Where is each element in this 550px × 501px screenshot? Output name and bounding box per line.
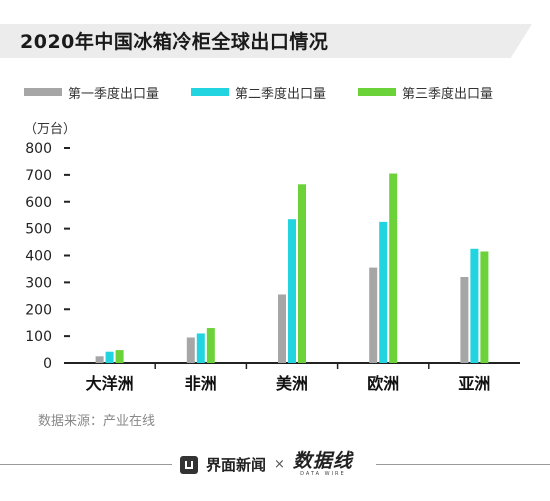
- bar-2-0: [105, 351, 114, 363]
- bar-1-4: [460, 277, 469, 363]
- y-tick-label: 0: [43, 356, 52, 372]
- chart-title: 2020年中国冰箱冷柜全球出口情况: [20, 31, 329, 53]
- y-tick-label: 400: [25, 249, 52, 265]
- x-tick-label: 亚洲: [458, 374, 490, 393]
- data-wire-logo-subtext: DATA WIRE: [300, 471, 346, 477]
- bar-2-2: [288, 219, 296, 363]
- bar-2-4: [470, 248, 479, 363]
- legend-label-q2: 第二季度出口量: [235, 86, 327, 102]
- data-wire-logo-text: 数据线: [292, 450, 353, 472]
- jiemian-logo-icon: [180, 455, 198, 474]
- y-tick-label: 600: [25, 195, 52, 211]
- legend: 第一季度出口量 第二季度出口量 第三季度出口量: [24, 82, 525, 102]
- footer-divider-right: [376, 464, 550, 465]
- x-tick-label: 欧洲: [367, 374, 399, 393]
- footer-brand: 界面新闻 × 数据线 DATA WIRE: [180, 452, 353, 477]
- brand-separator: ×: [274, 457, 285, 472]
- bar-3-1: [206, 328, 215, 363]
- legend-item-q2: 第二季度出口量: [191, 83, 326, 102]
- title-background: [0, 24, 532, 58]
- y-tick-label: 700: [25, 168, 52, 184]
- brand-name: 界面新闻: [206, 456, 267, 474]
- legend-item-q1: 第一季度出口量: [24, 83, 159, 102]
- bar-3-2: [298, 184, 306, 363]
- data-wire-logo: 数据线 DATA WIRE: [293, 452, 353, 477]
- x-tick-label: 非洲: [185, 374, 217, 393]
- bar-1-3: [369, 267, 378, 363]
- footer-divider-left: [0, 464, 172, 465]
- x-tick-label: 大洋洲: [86, 374, 134, 393]
- bar-2-3: [379, 221, 388, 363]
- y-tick-label: 800: [25, 141, 52, 157]
- data-source: 数据来源：产业在线: [38, 414, 156, 429]
- bar-1-2: [278, 294, 286, 363]
- bar-3-0: [115, 350, 124, 363]
- legend-swatch-q2: [191, 88, 230, 96]
- legend-label-q3: 第三季度出口量: [402, 86, 494, 102]
- bar-1-1: [186, 337, 195, 363]
- y-tick-label: 200: [25, 302, 52, 318]
- y-tick-label: 500: [25, 222, 52, 238]
- legend-label-q1: 第一季度出口量: [68, 86, 160, 102]
- y-axis-unit: （万台）: [24, 122, 77, 137]
- y-tick-label: 100: [25, 329, 52, 345]
- legend-item-q3: 第三季度出口量: [358, 83, 493, 102]
- y-tick-label: 300: [25, 275, 52, 291]
- x-tick-label: 美洲: [276, 374, 308, 393]
- bar-2-1: [196, 333, 205, 363]
- legend-swatch-q3: [358, 88, 397, 96]
- bar-3-4: [480, 251, 489, 363]
- legend-swatch-q1: [24, 88, 62, 96]
- bar-1-0: [95, 356, 104, 363]
- bar-3-3: [389, 173, 398, 363]
